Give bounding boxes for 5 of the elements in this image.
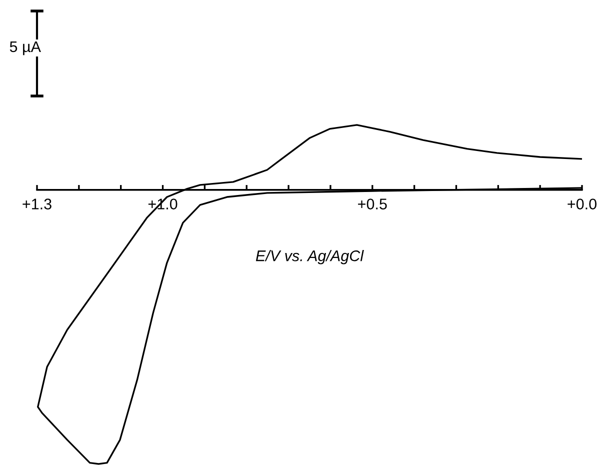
- x-axis-title: E/V vs. Ag/AgCl: [256, 250, 364, 264]
- x-tick-label: +1.3: [22, 198, 52, 210]
- x-tick-label: +0.5: [358, 198, 387, 210]
- x-tick-label: +0.0: [568, 198, 596, 210]
- text: 5 µA: [10, 41, 41, 56]
